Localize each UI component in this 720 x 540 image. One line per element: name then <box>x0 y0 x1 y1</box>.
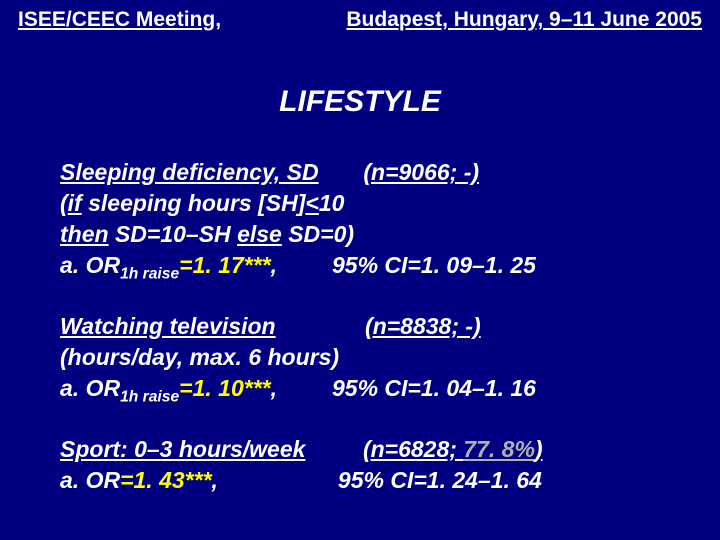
b1-tail: SD=0) <box>282 221 354 247</box>
b1-then: then <box>60 221 109 247</box>
block-sleeping: Sleeping deficiency, SD (n=9066; -) (if … <box>60 157 680 285</box>
b2-or-sub: 1h raise <box>120 389 179 406</box>
b3-n-tail: ) <box>535 436 543 462</box>
b1-paren-open: ( <box>60 190 68 216</box>
b2-comma: , <box>271 375 277 401</box>
b1-or-sub: 1h raise <box>120 266 179 283</box>
b1-heading: Sleeping deficiency, SD <box>60 159 319 185</box>
b2-or-eq: =1. 10*** <box>179 375 270 401</box>
b1-n: (n=9066; -) <box>363 159 479 185</box>
b1-comma: , <box>271 252 277 278</box>
b1-or-eq: =1. 17*** <box>179 252 270 278</box>
b1-or-lead: a. OR <box>60 252 120 278</box>
b1-if: if <box>68 190 82 216</box>
b3-pct: 77. 8% <box>463 436 535 462</box>
b3-ci: 95% CI=1. 24–1. 64 <box>338 465 542 496</box>
b1-sh: sleeping hours [SH] <box>82 190 306 216</box>
b2-or-lead: a. OR <box>60 375 120 401</box>
b3-heading: Sport: 0–3 hours/week <box>60 436 305 462</box>
slide: ISEE/CEEC Meeting, Budapest, Hungary, 9–… <box>0 0 720 540</box>
b3-comma: , <box>212 467 218 493</box>
b1-ci: 95% CI=1. 09–1. 25 <box>332 250 536 281</box>
header-left: ISEE/CEEC Meeting, <box>18 8 221 32</box>
b1-ten: 10 <box>319 190 345 216</box>
b2-heading: Watching television <box>60 313 276 339</box>
b1-else: else <box>237 221 282 247</box>
slide-header: ISEE/CEEC Meeting, Budapest, Hungary, 9–… <box>18 8 702 32</box>
b2-defn: (hours/day, max. 6 hours) <box>60 344 339 370</box>
b3-or-lead: a. OR <box>60 467 120 493</box>
block-sport: Sport: 0–3 hours/week (n=6828; 77. 8%) a… <box>60 434 680 496</box>
block-tv: Watching television (n=8838; -) (hours/d… <box>60 311 680 408</box>
b2-ci: 95% CI=1. 04–1. 16 <box>332 373 536 404</box>
slide-content: LIFESTYLE Sleeping deficiency, SD (n=906… <box>60 85 680 522</box>
slide-title: LIFESTYLE <box>40 85 680 119</box>
b3-n-lead: (n=6828; <box>363 436 463 462</box>
header-right: Budapest, Hungary, 9–11 June 2005 <box>346 8 702 32</box>
b3-or-eq: =1. 43*** <box>120 467 211 493</box>
b2-n: (n=8838; -) <box>365 313 481 339</box>
b1-lt: < <box>305 190 318 216</box>
b1-mid: SD=10–SH <box>109 221 238 247</box>
